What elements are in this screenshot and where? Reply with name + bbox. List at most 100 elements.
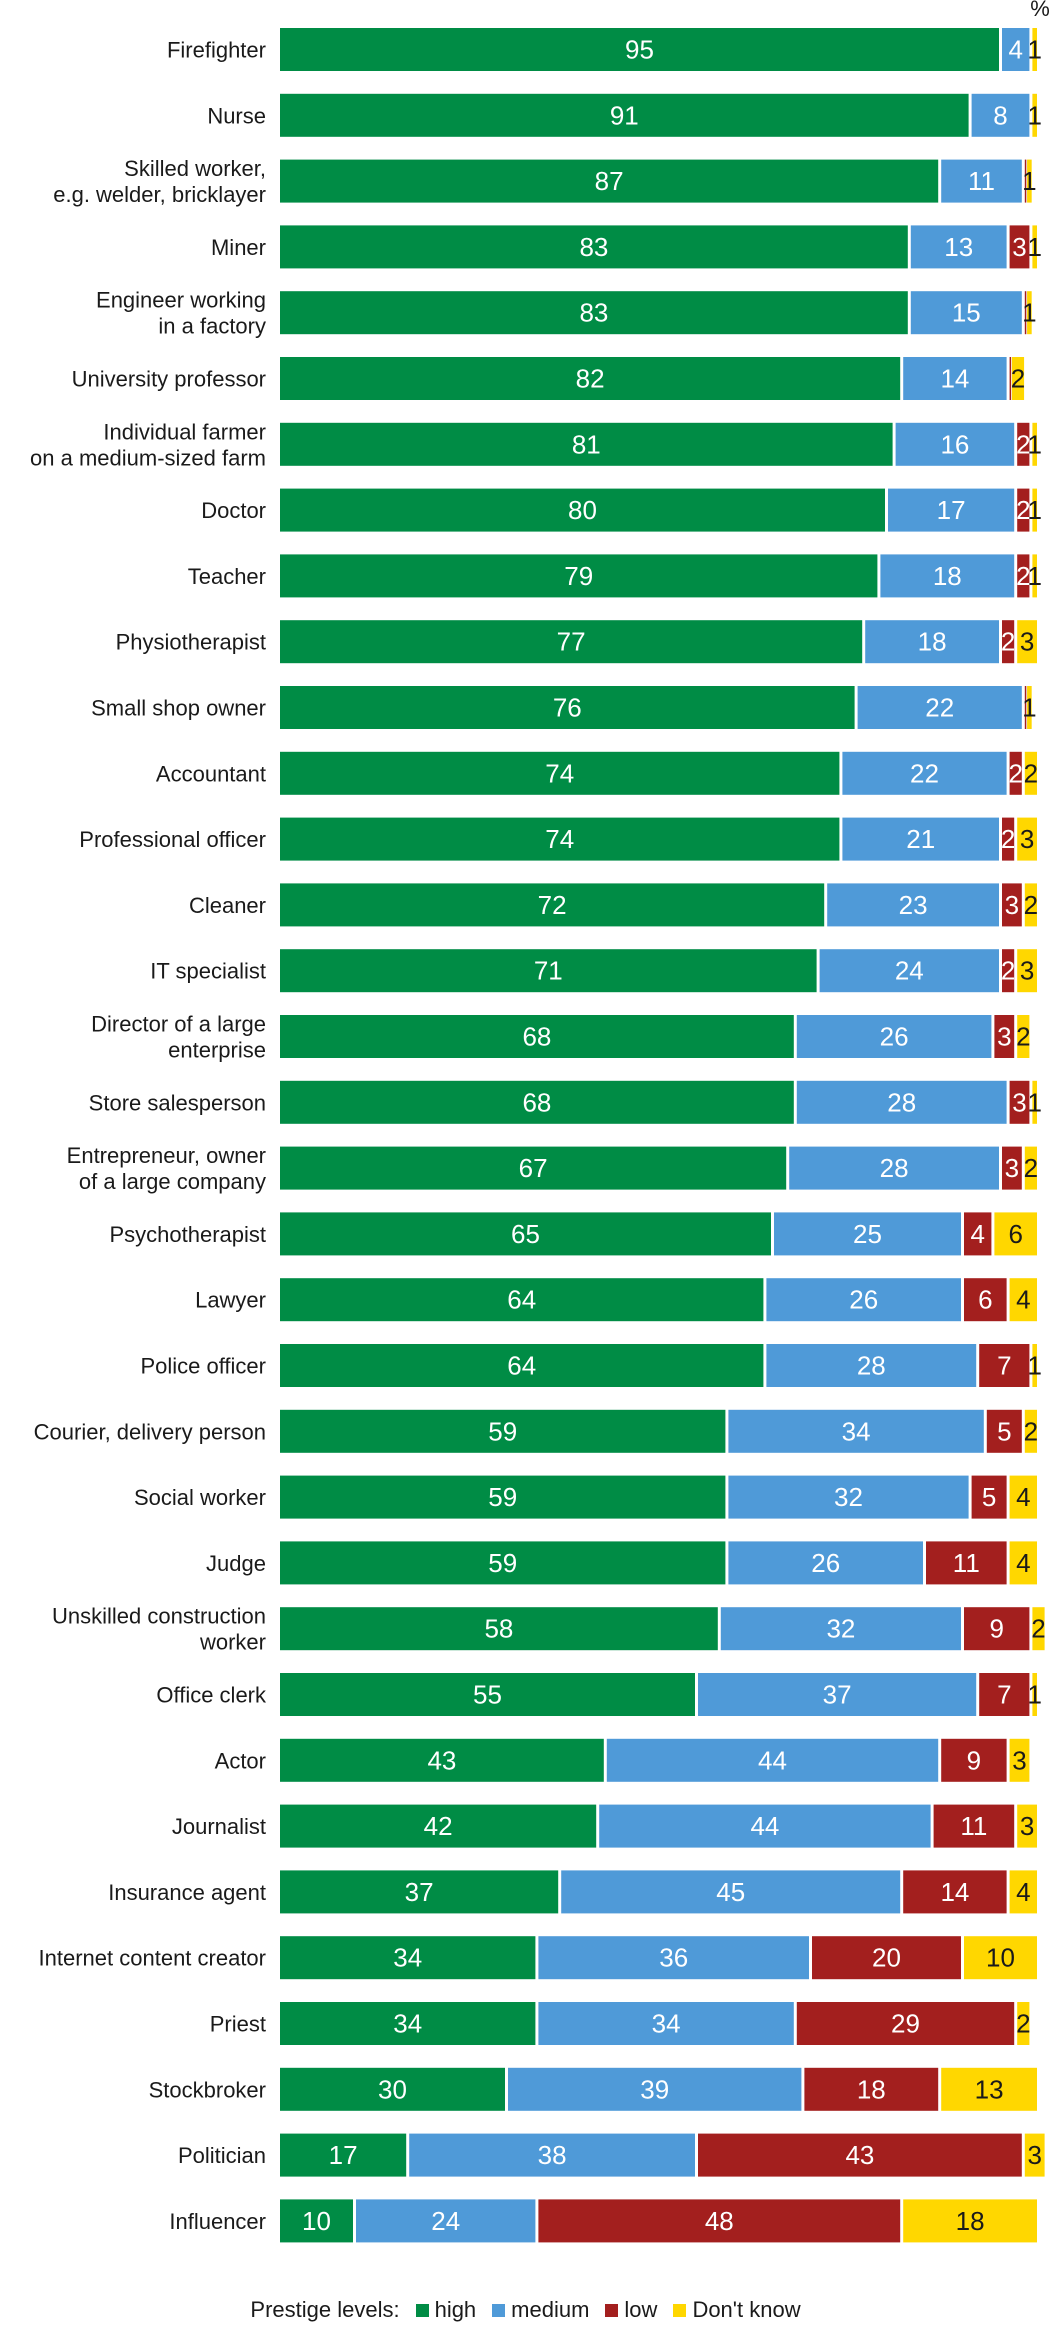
bar-segment-medium xyxy=(561,1870,901,1914)
value-label-high: 95 xyxy=(625,35,654,65)
bar-segment-medium xyxy=(538,2002,794,2045)
value-label-low: 2 xyxy=(1008,758,1022,788)
bar-segment-dont-know xyxy=(1024,1409,1037,1453)
value-label-medium: 26 xyxy=(849,1285,878,1315)
value-label-dont-know: 1 xyxy=(1027,232,1041,262)
value-label-dont-know: 10 xyxy=(986,1943,1015,1973)
bar-segment-high xyxy=(280,883,825,927)
value-label-low: 3 xyxy=(1012,1087,1026,1117)
bar-segment-low xyxy=(1002,949,1015,993)
value-label-dont-know: 4 xyxy=(1016,1877,1030,1907)
value-label-high: 34 xyxy=(393,2009,422,2039)
category-label: Skilled worker, e.g. welder, bricklayer xyxy=(53,156,266,207)
bar-segment-dont-know xyxy=(1032,422,1037,466)
bar-segment-dont-know xyxy=(1024,883,1037,927)
legend-swatch-dont-know xyxy=(673,2303,687,2317)
bar-segment-medium xyxy=(356,2199,536,2243)
category-label: Influencer xyxy=(169,2209,266,2234)
category-label: Professional officer xyxy=(79,827,266,852)
value-label-low: 3 xyxy=(1005,890,1019,920)
bar-segment-dont-know xyxy=(1009,1738,1030,1782)
bar-segment-dont-know xyxy=(1032,554,1037,598)
value-label-low: 9 xyxy=(989,1614,1003,1644)
bar-segment-high xyxy=(280,1738,604,1782)
value-label-dont-know: 2 xyxy=(1011,364,1025,394)
value-label-dont-know: 13 xyxy=(975,2074,1004,2104)
bar-segment-high xyxy=(280,225,908,269)
bar-segment-low xyxy=(1002,817,1015,861)
value-label-medium: 16 xyxy=(940,429,969,459)
bar-segment-medium xyxy=(842,817,999,861)
legend-swatch-medium xyxy=(492,2303,506,2317)
bar-segment-low xyxy=(971,1475,1007,1519)
value-label-dont-know: 1 xyxy=(1027,495,1041,525)
value-label-dont-know: 3 xyxy=(1012,1745,1026,1775)
bar-segment-low xyxy=(1002,883,1022,927)
bar-segment-low xyxy=(1017,422,1030,466)
bar-segment-high xyxy=(280,1146,787,1190)
legend-label-dont-know: Don't know xyxy=(692,2297,801,2322)
category-label: Police officer xyxy=(140,1354,266,1379)
category-label: Psychotherapist xyxy=(109,1222,266,1247)
bar-segment-dont-know xyxy=(964,1936,1037,1980)
legend-label-low: low xyxy=(624,2297,658,2322)
value-label-dont-know: 2 xyxy=(1024,1416,1038,1446)
category-label: Director of a large enterprise xyxy=(91,1012,266,1063)
value-label-dont-know: 2 xyxy=(1031,1614,1045,1644)
bar-segment-medium xyxy=(880,554,1015,598)
bar-segment-dont-know xyxy=(1009,1541,1037,1585)
bar-segment-high xyxy=(280,2067,505,2111)
bar-segment-medium xyxy=(599,1804,931,1848)
category-label: Teacher xyxy=(188,564,266,589)
bar-segment-medium xyxy=(508,2067,802,2111)
bar-segment-high xyxy=(280,488,885,532)
category-label: Miner xyxy=(211,235,266,260)
value-label-medium: 15 xyxy=(952,298,981,328)
category-label: Judge xyxy=(206,1551,266,1576)
bar-segment-dont-know xyxy=(1027,686,1032,729)
bar-segment-dont-know xyxy=(1017,1015,1030,1058)
value-label-medium: 14 xyxy=(940,364,969,394)
category-label: Doctor xyxy=(201,498,266,523)
bar-segment-medium xyxy=(766,1278,961,1322)
bar-segment-dont-know xyxy=(1017,949,1037,993)
category-label: Journalist xyxy=(172,1814,266,1839)
value-label-dont-know: 3 xyxy=(1020,1811,1034,1841)
value-label-dont-know: 3 xyxy=(1020,627,1034,657)
value-label-low: 29 xyxy=(891,2009,920,2039)
value-label-high: 64 xyxy=(507,1285,536,1315)
bar-segment-medium xyxy=(819,949,999,993)
value-label-low: 3 xyxy=(997,1022,1011,1052)
bar-segment-dont-know xyxy=(994,1212,1037,1256)
bar-segment-dont-know xyxy=(1027,291,1032,335)
bar-segment-dont-know xyxy=(1017,817,1037,861)
bar-segment-low xyxy=(903,1870,1007,1914)
bar-segment-dont-know xyxy=(1011,357,1025,400)
value-label-dont-know: 6 xyxy=(1008,1219,1022,1249)
value-label-medium: 36 xyxy=(659,1943,688,1973)
bar-segment-dont-know xyxy=(1009,1278,1037,1322)
legend-item-medium: medium xyxy=(492,2297,589,2323)
value-label-low: 7 xyxy=(997,1680,1011,1710)
value-label-low: 43 xyxy=(845,2140,874,2170)
value-label-low: 2 xyxy=(1016,429,1030,459)
bar-segment-high xyxy=(280,751,840,795)
value-label-low: 5 xyxy=(982,1482,996,1512)
value-label-dont-know: 2 xyxy=(1016,1022,1030,1052)
bar-segment-dont-know xyxy=(941,2067,1037,2111)
value-label-dont-know: 1 xyxy=(1027,429,1041,459)
value-label-medium: 18 xyxy=(933,561,962,591)
value-label-low: 3 xyxy=(1005,1153,1019,1183)
bar-segment-high xyxy=(280,1607,718,1651)
value-label-medium: 37 xyxy=(823,1680,852,1710)
bar-segment-medium xyxy=(728,1541,923,1585)
category-label: Firefighter xyxy=(167,38,266,63)
value-label-low: 5 xyxy=(997,1416,1011,1446)
value-label-dont-know: 2 xyxy=(1024,890,1038,920)
bar-segment-dont-know xyxy=(903,2199,1037,2243)
bar-segment-high xyxy=(280,1541,726,1585)
bar-segment-low xyxy=(538,2199,901,2243)
bar-segment-low xyxy=(1002,620,1015,664)
category-label: Unskilled construction worker xyxy=(52,1604,266,1655)
